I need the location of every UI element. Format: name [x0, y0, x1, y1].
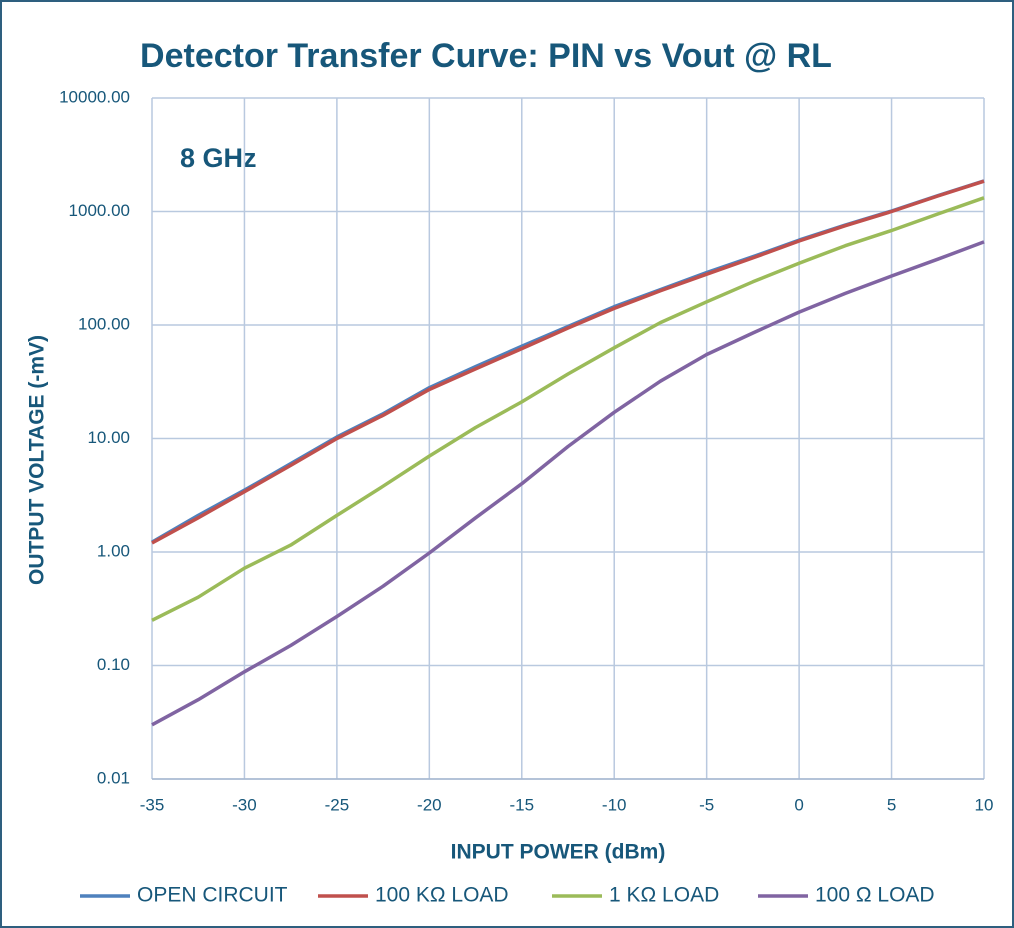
legend-label: 1 KΩ LOAD [609, 884, 719, 907]
y-tick-label: 1.00 [97, 541, 130, 560]
y-tick-label: 100.00 [78, 314, 130, 333]
chart-title: Detector Transfer Curve: PIN vs Vout @ R… [140, 37, 832, 75]
x-tick-label: -25 [325, 795, 350, 814]
y-tick-label: 1000.00 [69, 201, 130, 220]
x-tick-label: -5 [699, 795, 714, 814]
x-tick-label: -20 [417, 795, 442, 814]
series-line [151, 196, 985, 622]
x-axis-title: INPUT POWER (dBm) [451, 841, 666, 864]
y-tick-label: 10.00 [87, 428, 130, 447]
x-tick-label: 0 [794, 795, 803, 814]
legend-label: OPEN CIRCUIT [137, 884, 288, 907]
y-tick-label: 0.10 [97, 655, 130, 674]
x-tick-label: -35 [140, 795, 165, 814]
x-tick-label: 10 [975, 795, 994, 814]
legend-label: 100 KΩ LOAD [375, 884, 509, 907]
x-tick-label: 5 [887, 795, 896, 814]
series-line [151, 240, 985, 727]
x-tick-label: -15 [509, 795, 534, 814]
y-tick-label: 0.01 [97, 768, 130, 787]
x-tick-label: -30 [232, 795, 257, 814]
legend-label: 100 Ω LOAD [815, 884, 935, 907]
x-tick-label: -10 [602, 795, 627, 814]
y-tick-label: 10000.00 [59, 87, 130, 106]
series-line [151, 179, 985, 545]
y-axis-title: OUTPUT VOLTAGE (-mV) [26, 335, 49, 585]
